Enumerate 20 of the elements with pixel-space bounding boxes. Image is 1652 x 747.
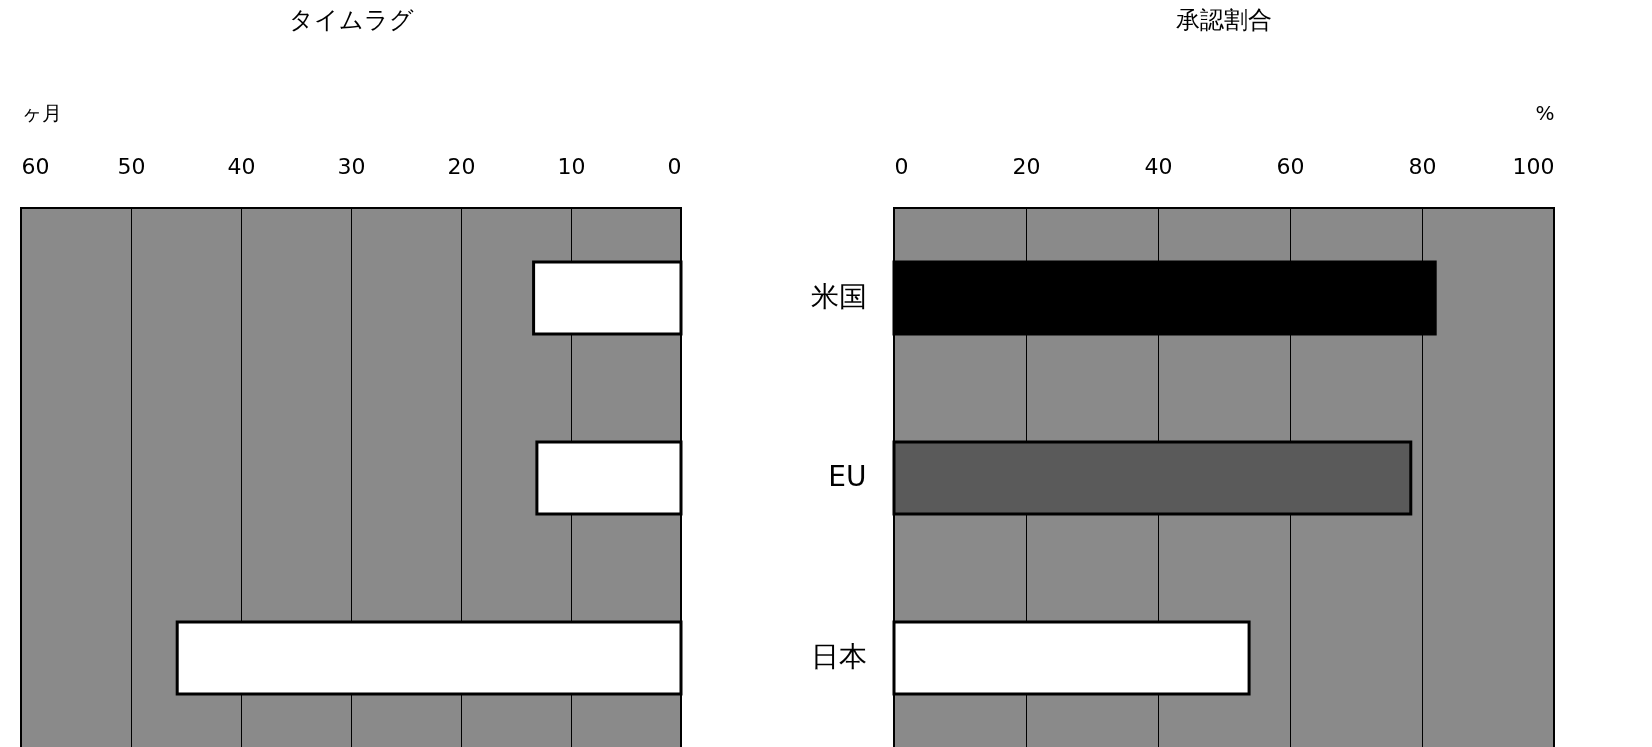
x-tick-label: 60 bbox=[21, 153, 50, 179]
chart-title: タイムラグ bbox=[288, 6, 414, 34]
chart-title: 承認割合 bbox=[1176, 6, 1272, 34]
x-axis-title: ヶ月 bbox=[21, 100, 62, 125]
x-tick-label: 0 bbox=[667, 153, 682, 179]
x-tick-label: 80 bbox=[1408, 153, 1437, 179]
x-tick-label: 40 bbox=[1144, 153, 1173, 179]
y-tick-label: EU bbox=[828, 460, 867, 493]
x-tick-label: 30 bbox=[337, 153, 366, 179]
x-tick-label: 10 bbox=[557, 153, 586, 179]
x-tick-label: 0 bbox=[894, 153, 909, 179]
y-tick-label: 米国 bbox=[810, 280, 867, 313]
x-tick-label: 40 bbox=[227, 153, 256, 179]
x-axis-title: % bbox=[1535, 100, 1555, 125]
x-tick-label: 50 bbox=[117, 153, 146, 179]
x-tick-label: 20 bbox=[1012, 153, 1041, 179]
x-tick-label: 60 bbox=[1276, 153, 1305, 179]
y-tick-label: 日本 bbox=[810, 640, 867, 673]
x-tick-label: 20 bbox=[447, 153, 476, 179]
x-tick-label: 100 bbox=[1512, 153, 1555, 179]
